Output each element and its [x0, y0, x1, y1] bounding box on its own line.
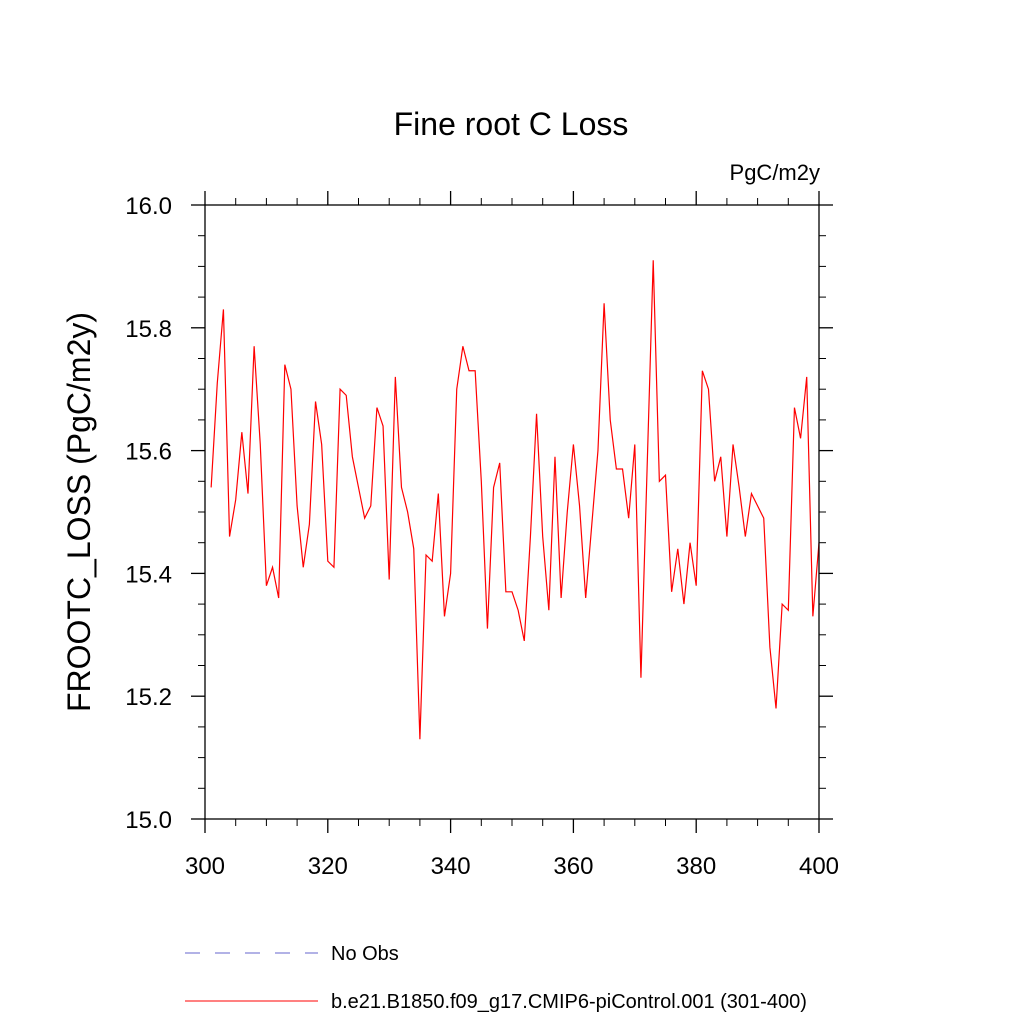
x-tick-label: 300: [185, 853, 225, 880]
plot-frame: [204, 204, 820, 820]
x-tick-label: 360: [553, 853, 593, 880]
y-tick-label: 15.8: [125, 316, 172, 343]
units-label: PgC/m2y: [730, 160, 820, 185]
x-tick-label: 400: [799, 853, 839, 880]
y-tick-label: 15.0: [125, 807, 172, 834]
y-tick-label: 15.2: [125, 684, 172, 711]
series-line: [210, 260, 820, 740]
x-tick-label: 380: [676, 853, 716, 880]
y-tick-label: 15.4: [125, 561, 172, 588]
legend: No Obs b.e21.B1850.f09_g17.CMIP6-piContr…: [185, 943, 807, 1013]
y-tick-label: 15.6: [125, 439, 172, 466]
series-layer: [210, 260, 820, 740]
chart-title: Fine root C Loss: [394, 106, 629, 142]
legend-label-model: b.e21.B1850.f09_g17.CMIP6-piControl.001 …: [331, 991, 807, 1013]
axis-ticks: 300 320 340 360 380 400 15.0 15.2 15.4 15.6 15.8 16…: [125, 191, 839, 880]
x-tick-label: 340: [431, 853, 471, 880]
y-tick-label: 16.0: [125, 193, 172, 220]
x-tick-label: 320: [308, 853, 348, 880]
y-axis-label: FROOTC_LOSS (PgC/m2y): [61, 312, 97, 712]
legend-label-no-obs: No Obs: [331, 943, 399, 965]
